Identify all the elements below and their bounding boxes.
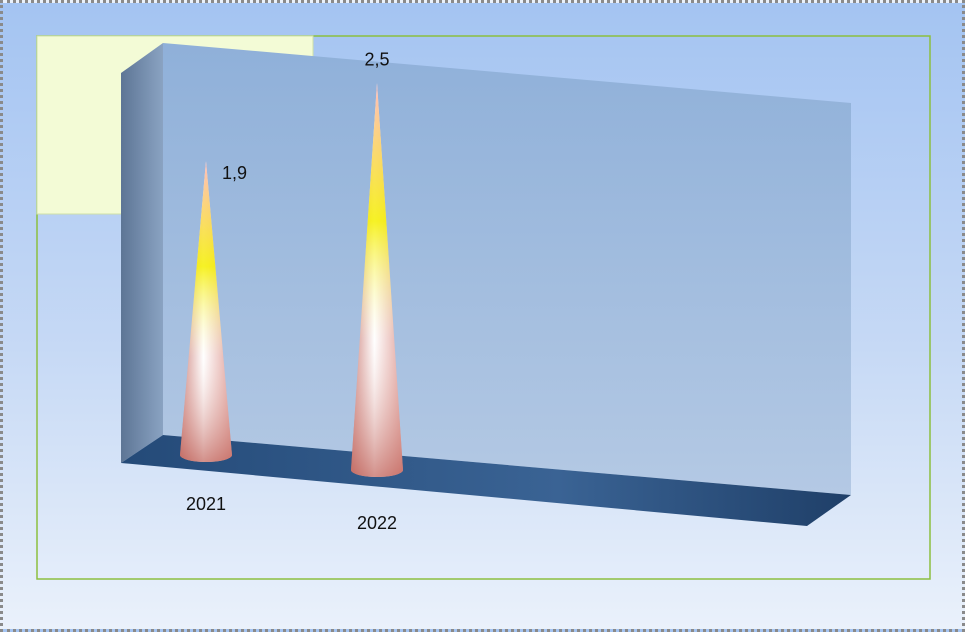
cone-shading-2022 xyxy=(351,83,403,477)
labels: 1,9 2021 2,5 2022 xyxy=(186,49,397,533)
cone-shading-2021 xyxy=(180,161,232,462)
category-label-2022: 2022 xyxy=(357,513,397,533)
category-label-2021: 2021 xyxy=(186,494,226,514)
chart: 1,9 2021 2,5 2022 xyxy=(36,35,931,580)
value-label-2021: 1,9 xyxy=(222,163,247,183)
floor xyxy=(121,435,851,526)
side-wall xyxy=(121,43,163,463)
plot-area-border xyxy=(36,35,931,580)
back-wall xyxy=(163,43,851,495)
cone-series xyxy=(180,83,403,477)
value-label-2022: 2,5 xyxy=(364,49,389,69)
